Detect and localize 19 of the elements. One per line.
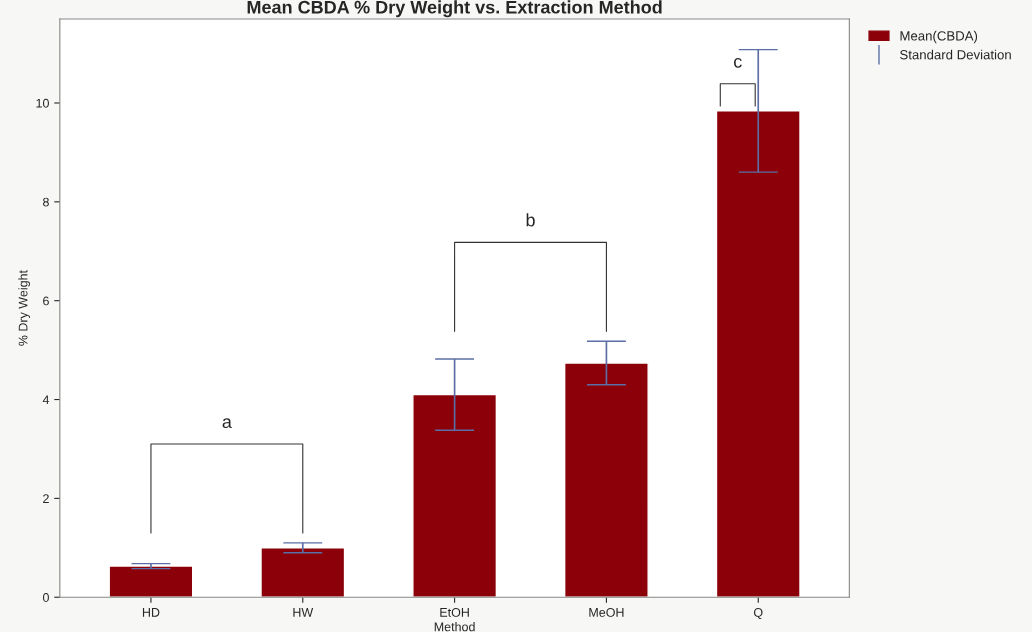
text: Standard Deviation [900, 49, 1011, 60]
y-tick-label: 4 [42, 395, 50, 405]
y-tick-label: 0 [42, 593, 49, 602]
y-tick-label: 2 [43, 494, 49, 503]
chart-title: Mean CBDA % Dry Weight vs. Extraction Method [247, 0, 662, 18]
annotation: b [526, 213, 535, 227]
x-tick-label: Q [753, 607, 763, 620]
x-axis-title: Method [434, 622, 475, 632]
annotation: c [734, 57, 742, 68]
legend-label: Mean(CBDA) [900, 30, 978, 44]
annotation: a [222, 418, 232, 429]
x-tick-label: HD [142, 608, 160, 617]
x-tick-label: MeOH [589, 607, 624, 617]
y-tick-label: 8 [43, 197, 49, 207]
x-tick-label: HW [293, 608, 314, 617]
x-tick-label: EtOH [440, 607, 469, 617]
y-tick-label: 10 [36, 98, 49, 108]
y-tick-label: 6 [43, 296, 49, 306]
y-axis-title: % Dry Weight [18, 270, 30, 346]
